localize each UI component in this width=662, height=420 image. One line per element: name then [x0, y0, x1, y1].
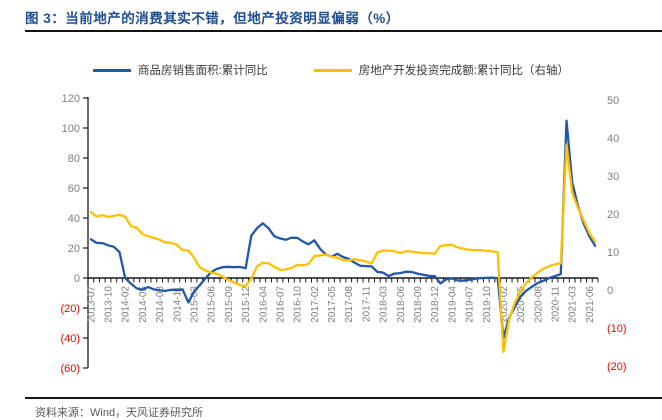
- x-axis-label: 2014-08: [155, 286, 166, 323]
- y-axis-right-label: (10): [607, 323, 627, 335]
- x-axis-label: 2019-10: [482, 286, 493, 323]
- title-divider: [25, 30, 662, 32]
- figure-title: 图 3：当前地产的消费其实不错，但地产投资明显偏弱（%）: [25, 11, 400, 26]
- y-axis-left-label: 80: [68, 153, 80, 165]
- y-axis-left-label: 40: [68, 213, 80, 225]
- y-axis-right-label: 20: [607, 209, 619, 221]
- x-axis-label: 2014-02: [121, 286, 132, 323]
- y-axis-left-label: (60): [60, 363, 80, 375]
- x-axis-label: 2015-06: [207, 286, 218, 323]
- x-axis-label: 2018-06: [396, 286, 407, 323]
- x-axis-label: 2013-10: [104, 286, 115, 323]
- x-axis-label: 2015-03: [190, 286, 201, 323]
- y-axis-left-label: 100: [62, 123, 80, 135]
- x-axis-label: 2017-02: [310, 286, 321, 323]
- x-axis-label: 2015-09: [224, 286, 235, 323]
- y-axis-left-label: 120: [62, 93, 80, 105]
- x-axis-label: 2019-04: [447, 286, 458, 323]
- x-axis-label: 2014-05: [138, 286, 149, 323]
- x-axis-label: 2017-11: [361, 286, 372, 322]
- x-axis-label: 2016-10: [293, 286, 304, 323]
- x-axis-label: 2021-06: [585, 286, 596, 323]
- y-axis-left-label: 20: [68, 243, 80, 255]
- x-axis-label: 2014-11: [172, 286, 183, 322]
- y-axis-right-label: 10: [607, 247, 619, 259]
- x-axis-label: 2021-03: [568, 286, 579, 323]
- x-axis-label: 2018-12: [430, 286, 441, 323]
- legend-label-investment: 房地产开发投资完成额:累计同比（右轴）: [358, 65, 569, 77]
- legend-line-icon-yellow: [313, 68, 352, 72]
- footer-divider: [25, 397, 662, 399]
- y-axis-right-label: (20): [607, 361, 627, 373]
- x-axis-label: 2013-07: [86, 286, 97, 323]
- x-axis-label: 2015-12: [241, 286, 252, 323]
- legend-item-investment: 房地产开发投资完成额:累计同比（右轴）: [313, 62, 569, 78]
- y-axis-right-label: 50: [607, 95, 619, 107]
- y-axis-right-label: 40: [607, 133, 619, 145]
- x-axis-label: 2017-05: [327, 286, 338, 323]
- y-axis-left-label: 60: [68, 183, 80, 195]
- y-axis-right-label: 30: [607, 171, 619, 183]
- x-axis-label: 2020-08: [533, 286, 544, 323]
- series-line-1: [89, 143, 597, 354]
- x-axis-label: 2018-09: [413, 286, 424, 323]
- y-axis-left-label: (20): [60, 303, 80, 315]
- chart-legend: 商品房销售面积:累计同比 房地产开发投资完成额:累计同比（右轴）: [0, 62, 662, 78]
- x-axis-label: 2016-04: [258, 286, 269, 323]
- x-axis-label: 2016-07: [275, 286, 286, 323]
- x-axis-label: 2020-05: [516, 286, 527, 323]
- y-axis-right: 50 40 30 20 10 0 (10) (20): [607, 95, 627, 373]
- x-axis: 2013-07 2013-10 2014-02 2014-05 2014-08 2014-…: [86, 277, 599, 323]
- x-axis-label: 2020-02: [499, 286, 510, 323]
- legend-label-sales-area: 商品房销售面积:累计同比: [138, 65, 268, 77]
- x-axis-label: 2020-11: [551, 286, 562, 322]
- x-axis-label: 2017-08: [344, 286, 355, 323]
- y-axis-left: 120 100 80 60 40 20 0 (20) (40) (60): [60, 93, 89, 375]
- legend-item-sales-area: 商品房销售面积:累计同比: [93, 62, 268, 78]
- x-axis-label: 2018-03: [379, 286, 390, 323]
- source-note: 资料来源：Wind，天风证券研究所: [35, 407, 204, 419]
- x-axis-label: 2019-07: [465, 286, 476, 323]
- legend-line-icon-blue: [93, 68, 132, 72]
- y-axis-right-label: 0: [607, 285, 613, 297]
- y-axis-left-label: (40): [60, 333, 80, 345]
- y-axis-left-label: 0: [74, 273, 80, 285]
